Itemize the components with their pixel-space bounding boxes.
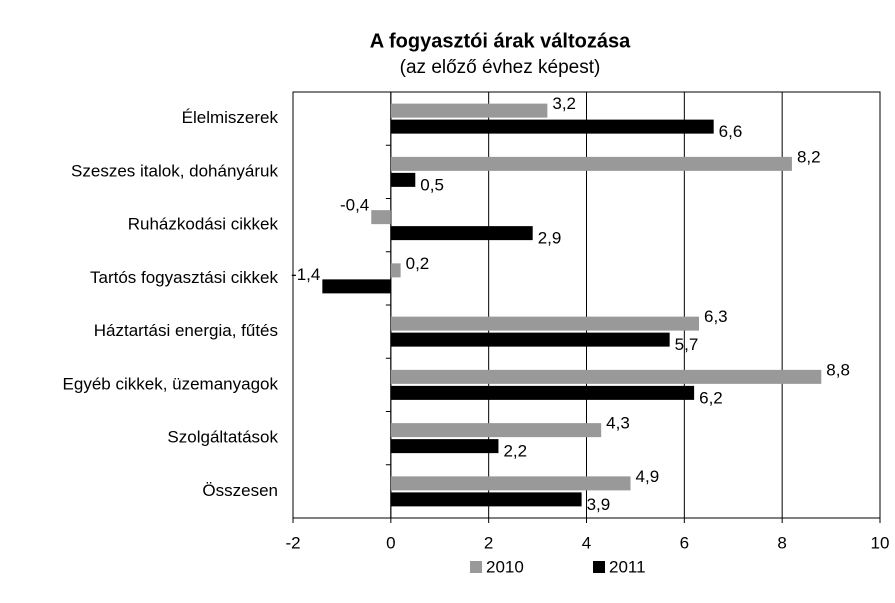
bar: [390, 263, 401, 278]
data-label: 3,9: [587, 495, 611, 514]
bar: [371, 210, 391, 225]
x-tick-label: 6: [680, 533, 689, 552]
legend-swatch: [593, 561, 605, 573]
data-label: 6,2: [699, 388, 723, 407]
y-tick-label: Szeszes italok, dohányáruk: [71, 161, 278, 180]
y-tick-label: Tartós fogyasztási cikkek: [90, 268, 279, 287]
bar: [390, 156, 792, 171]
legend-label: 2010: [486, 557, 524, 576]
data-label: 6,3: [704, 307, 728, 326]
chart-title: A fogyasztói árak változása: [370, 30, 631, 52]
bar: [390, 476, 631, 491]
bar: [390, 423, 602, 438]
data-label: 2,2: [503, 442, 527, 461]
y-tick-label: Élelmiszerek: [182, 108, 279, 127]
bar: [390, 332, 670, 347]
y-tick-label: Szolgáltatások: [167, 428, 278, 447]
bar: [390, 119, 714, 134]
x-tick-label: 10: [871, 533, 890, 552]
bar: [390, 172, 416, 187]
bar: [390, 369, 822, 384]
bar: [322, 279, 391, 294]
data-label: -1,4: [291, 265, 320, 284]
data-label: 5,7: [675, 335, 699, 354]
x-tick-label: -2: [285, 533, 300, 552]
bar: [390, 385, 695, 400]
data-label: 3,2: [552, 94, 576, 113]
y-tick-label: Egyéb cikkek, üzemanyagok: [63, 374, 279, 393]
legend-label: 2011: [609, 557, 646, 576]
data-label: 8,8: [826, 360, 850, 379]
data-label: 6,6: [719, 122, 743, 141]
y-tick-label: Ruházkodási cikkek: [128, 215, 279, 234]
data-label: 0,2: [406, 254, 430, 273]
y-tick-label: Összesen: [202, 481, 278, 500]
x-tick-label: 2: [484, 533, 493, 552]
x-tick-label: 0: [386, 533, 395, 552]
legend-swatch: [470, 561, 482, 573]
bar: [390, 103, 548, 118]
data-label: 4,3: [606, 414, 630, 433]
data-label: 8,2: [797, 147, 821, 166]
bar: [390, 316, 700, 331]
chart-subtitle: (az előző évhez képest): [400, 57, 601, 78]
data-label: -0,4: [340, 196, 369, 215]
bar: [390, 439, 499, 454]
data-label: 0,5: [420, 175, 444, 194]
x-tick-label: 4: [582, 533, 591, 552]
bar: [390, 226, 533, 241]
bar: [390, 492, 582, 507]
data-label: 4,9: [636, 467, 660, 486]
y-tick-label: Háztartási energia, fűtés: [94, 321, 278, 340]
data-label: 2,9: [538, 229, 562, 248]
x-tick-label: 8: [777, 533, 786, 552]
